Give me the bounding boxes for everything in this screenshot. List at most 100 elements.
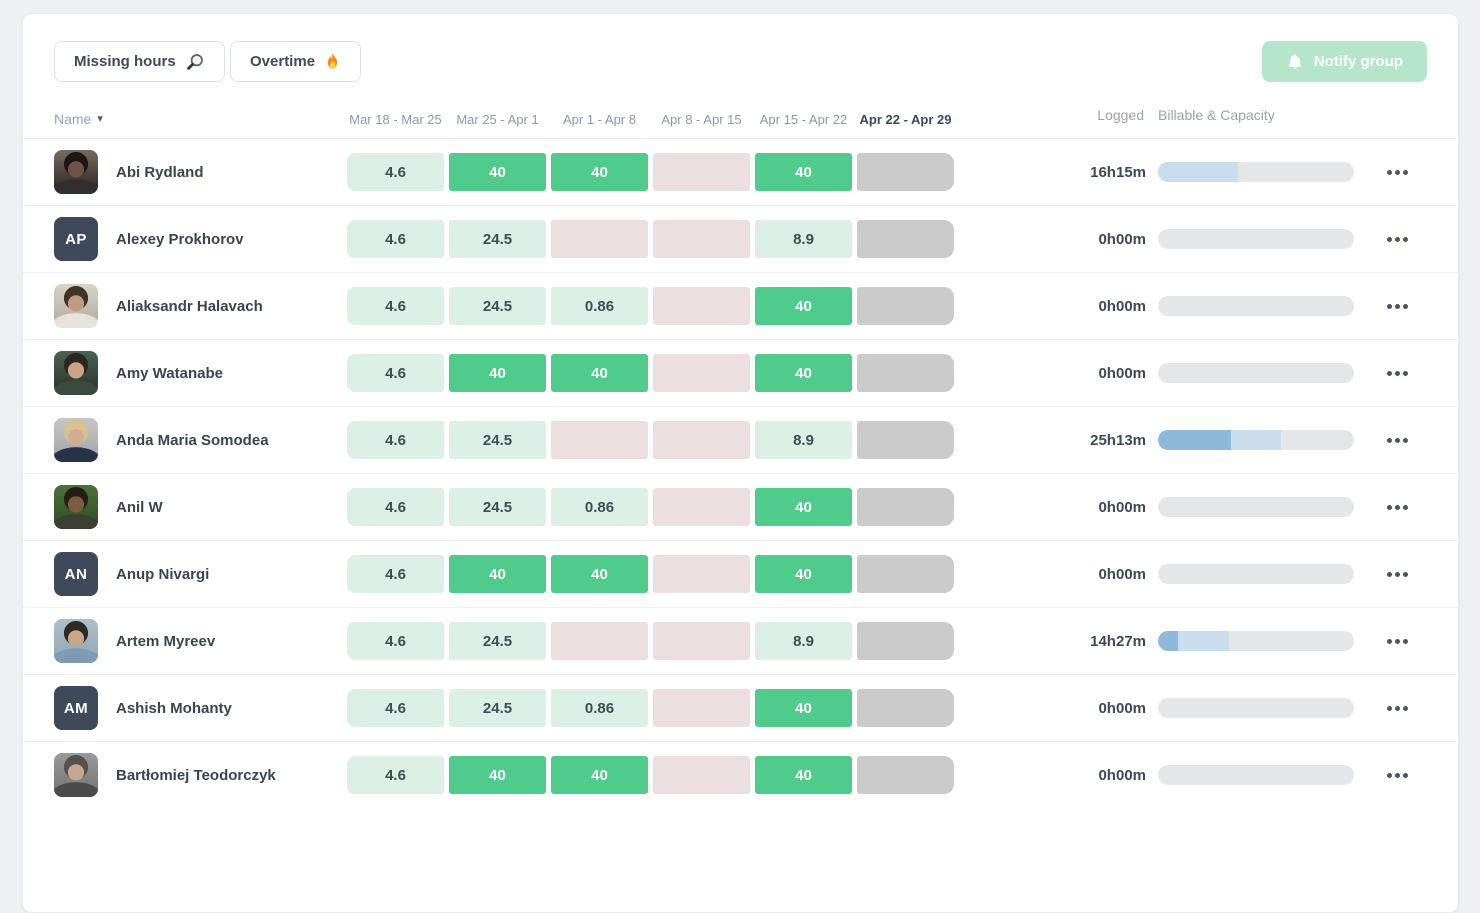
avatar-photo[interactable] bbox=[54, 753, 98, 797]
hours-cell-future[interactable] bbox=[857, 756, 954, 794]
hours-cell-missing[interactable] bbox=[653, 421, 750, 459]
person-name[interactable]: Alexey Prokhorov bbox=[116, 230, 244, 248]
capacity-bar[interactable] bbox=[1158, 631, 1354, 651]
hours-cell-missing[interactable] bbox=[653, 689, 750, 727]
hours-cell-future[interactable] bbox=[857, 220, 954, 258]
hours-cell-partial[interactable]: 4.6 bbox=[347, 220, 444, 258]
hours-cell-future[interactable] bbox=[857, 153, 954, 191]
hours-cell-missing[interactable] bbox=[653, 220, 750, 258]
hours-cell-partial[interactable]: 4.6 bbox=[347, 421, 444, 459]
hours-cell-future[interactable] bbox=[857, 689, 954, 727]
hours-cell-full[interactable]: 40 bbox=[551, 354, 648, 392]
capacity-bar[interactable] bbox=[1158, 162, 1354, 182]
hours-cell-future[interactable] bbox=[857, 555, 954, 593]
hours-cell-full[interactable]: 40 bbox=[755, 153, 852, 191]
person-name[interactable]: Anil W bbox=[116, 498, 163, 516]
hours-cell-full[interactable]: 40 bbox=[755, 287, 852, 325]
overtime-button[interactable]: Overtime bbox=[230, 41, 362, 82]
hours-cell-full[interactable]: 40 bbox=[551, 153, 648, 191]
avatar-photo[interactable] bbox=[54, 284, 98, 328]
hours-cell-future[interactable] bbox=[857, 287, 954, 325]
person-name[interactable]: Amy Watanabe bbox=[116, 364, 223, 382]
hours-cell-missing[interactable] bbox=[551, 220, 648, 258]
hours-cell-full[interactable]: 40 bbox=[755, 488, 852, 526]
name-column-header[interactable]: Name ▾ bbox=[54, 111, 103, 127]
avatar-initials[interactable]: AN bbox=[54, 552, 98, 596]
hours-cell-full[interactable]: 40 bbox=[449, 555, 546, 593]
hours-cell-missing[interactable] bbox=[653, 756, 750, 794]
avatar-photo[interactable] bbox=[54, 619, 98, 663]
hours-cell-full[interactable]: 40 bbox=[755, 756, 852, 794]
row-menu-button[interactable] bbox=[1375, 742, 1419, 808]
hours-cell-full[interactable]: 40 bbox=[449, 756, 546, 794]
row-menu-button[interactable] bbox=[1375, 206, 1419, 272]
hours-cell-future[interactable] bbox=[857, 622, 954, 660]
hours-cell-full[interactable]: 40 bbox=[551, 555, 648, 593]
week-header-1[interactable]: Mar 25 - Apr 1 bbox=[456, 112, 539, 127]
week-header-2[interactable]: Apr 1 - Apr 8 bbox=[563, 112, 636, 127]
capacity-bar[interactable] bbox=[1158, 765, 1354, 785]
hours-cell-full[interactable]: 40 bbox=[755, 555, 852, 593]
capacity-bar[interactable] bbox=[1158, 229, 1354, 249]
hours-cell-full[interactable]: 40 bbox=[755, 354, 852, 392]
hours-cell-partial[interactable]: 4.6 bbox=[347, 354, 444, 392]
person-name[interactable]: Artem Myreev bbox=[116, 632, 216, 650]
avatar-initials[interactable]: AM bbox=[54, 686, 98, 730]
person-name[interactable]: Anup Nivargi bbox=[116, 565, 210, 583]
capacity-bar[interactable] bbox=[1158, 698, 1354, 718]
hours-cell-partial[interactable]: 4.6 bbox=[347, 689, 444, 727]
hours-cell-future[interactable] bbox=[857, 488, 954, 526]
hours-cell-partial[interactable]: 24.5 bbox=[449, 220, 546, 258]
person-name[interactable]: Abi Rydland bbox=[116, 163, 204, 181]
week-header-0[interactable]: Mar 18 - Mar 25 bbox=[349, 112, 442, 127]
avatar-photo[interactable] bbox=[54, 485, 98, 529]
week-header-4[interactable]: Apr 15 - Apr 22 bbox=[759, 112, 848, 127]
hours-cell-partial[interactable]: 0.86 bbox=[551, 488, 648, 526]
hours-cell-partial[interactable]: 0.86 bbox=[551, 689, 648, 727]
hours-cell-partial[interactable]: 24.5 bbox=[449, 421, 546, 459]
person-name[interactable]: Bartłomiej Teodorczyk bbox=[116, 766, 276, 784]
row-menu-button[interactable] bbox=[1375, 407, 1419, 473]
hours-cell-partial[interactable]: 24.5 bbox=[449, 488, 546, 526]
capacity-bar[interactable] bbox=[1158, 564, 1354, 584]
hours-cell-missing[interactable] bbox=[653, 555, 750, 593]
person-name[interactable]: Ashish Mohanty bbox=[116, 699, 232, 717]
week-header-5[interactable]: Apr 22 - Apr 29 bbox=[859, 112, 952, 127]
hours-cell-missing[interactable] bbox=[653, 287, 750, 325]
avatar-photo[interactable] bbox=[54, 418, 98, 462]
hours-cell-full[interactable]: 40 bbox=[449, 153, 546, 191]
hours-cell-future[interactable] bbox=[857, 354, 954, 392]
hours-cell-future[interactable] bbox=[857, 421, 954, 459]
row-menu-button[interactable] bbox=[1375, 340, 1419, 406]
avatar-photo[interactable] bbox=[54, 351, 98, 395]
hours-cell-partial[interactable]: 24.5 bbox=[449, 689, 546, 727]
hours-cell-full[interactable]: 40 bbox=[449, 354, 546, 392]
avatar-initials[interactable]: AP bbox=[54, 217, 98, 261]
avatar-photo[interactable] bbox=[54, 150, 98, 194]
row-menu-button[interactable] bbox=[1375, 608, 1419, 674]
hours-cell-partial[interactable]: 4.6 bbox=[347, 555, 444, 593]
notify-group-button[interactable]: Notify group bbox=[1261, 41, 1427, 82]
hours-cell-full[interactable]: 40 bbox=[551, 756, 648, 794]
hours-cell-missing[interactable] bbox=[653, 153, 750, 191]
hours-cell-partial[interactable]: 8.9 bbox=[755, 220, 852, 258]
row-menu-button[interactable] bbox=[1375, 675, 1419, 741]
capacity-bar[interactable] bbox=[1158, 430, 1354, 450]
hours-cell-partial[interactable]: 8.9 bbox=[755, 421, 852, 459]
hours-cell-missing[interactable] bbox=[653, 622, 750, 660]
hours-cell-full[interactable]: 40 bbox=[755, 689, 852, 727]
hours-cell-partial[interactable]: 4.6 bbox=[347, 153, 444, 191]
hours-cell-partial[interactable]: 24.5 bbox=[449, 287, 546, 325]
week-header-3[interactable]: Apr 8 - Apr 15 bbox=[661, 112, 742, 127]
capacity-bar[interactable] bbox=[1158, 363, 1354, 383]
hours-cell-missing[interactable] bbox=[551, 622, 648, 660]
hours-cell-partial[interactable]: 8.9 bbox=[755, 622, 852, 660]
person-name[interactable]: Aliaksandr Halavach bbox=[116, 297, 263, 315]
hours-cell-missing[interactable] bbox=[551, 421, 648, 459]
hours-cell-partial[interactable]: 4.6 bbox=[347, 488, 444, 526]
hours-cell-partial[interactable]: 0.86 bbox=[551, 287, 648, 325]
missing-hours-button[interactable]: Missing hours bbox=[54, 41, 225, 82]
hours-cell-partial[interactable]: 24.5 bbox=[449, 622, 546, 660]
capacity-bar[interactable] bbox=[1158, 497, 1354, 517]
row-menu-button[interactable] bbox=[1375, 273, 1419, 339]
